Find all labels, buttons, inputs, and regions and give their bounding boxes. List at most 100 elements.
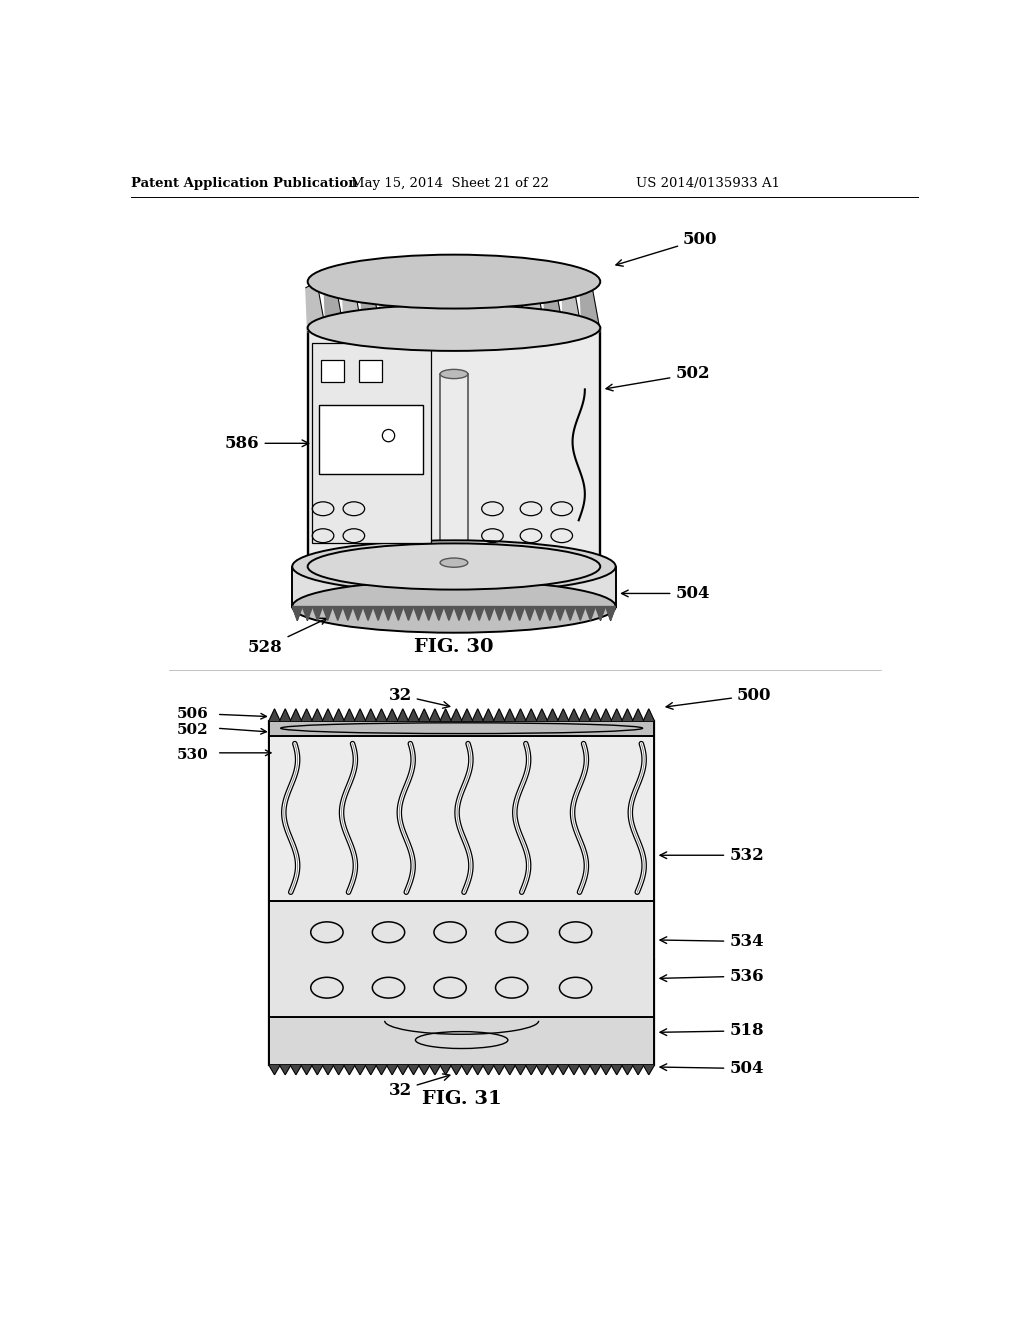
Polygon shape <box>537 709 547 721</box>
Polygon shape <box>535 607 545 620</box>
Polygon shape <box>525 281 546 331</box>
Polygon shape <box>344 1065 354 1074</box>
Text: FIG. 30: FIG. 30 <box>415 639 494 656</box>
Polygon shape <box>323 709 334 721</box>
Polygon shape <box>451 1065 462 1074</box>
Polygon shape <box>306 281 326 331</box>
Polygon shape <box>393 607 403 620</box>
Polygon shape <box>472 1065 483 1074</box>
Polygon shape <box>507 281 527 331</box>
Polygon shape <box>484 607 495 620</box>
Polygon shape <box>515 607 524 620</box>
Polygon shape <box>575 607 586 620</box>
Polygon shape <box>325 281 344 331</box>
Polygon shape <box>409 1065 419 1074</box>
Polygon shape <box>354 1065 366 1074</box>
Polygon shape <box>611 709 622 721</box>
Bar <box>292 566 615 607</box>
Polygon shape <box>515 1065 526 1074</box>
Polygon shape <box>366 709 376 721</box>
Polygon shape <box>373 607 383 620</box>
Polygon shape <box>622 709 633 721</box>
Polygon shape <box>483 1065 494 1074</box>
Polygon shape <box>464 607 474 620</box>
Polygon shape <box>524 607 535 620</box>
Polygon shape <box>353 607 362 620</box>
Polygon shape <box>301 709 312 721</box>
Polygon shape <box>547 1065 558 1074</box>
Text: 502: 502 <box>177 723 209 737</box>
Polygon shape <box>269 1065 280 1074</box>
Polygon shape <box>292 607 302 620</box>
Text: FIG. 31: FIG. 31 <box>422 1090 502 1109</box>
Polygon shape <box>586 607 595 620</box>
Polygon shape <box>416 281 435 331</box>
Polygon shape <box>280 1065 291 1074</box>
Bar <box>319 405 423 474</box>
Polygon shape <box>334 709 344 721</box>
Text: 500: 500 <box>667 686 771 709</box>
Ellipse shape <box>307 544 600 590</box>
Polygon shape <box>545 607 555 620</box>
Polygon shape <box>301 1065 312 1074</box>
Text: 504: 504 <box>622 585 710 602</box>
Polygon shape <box>555 607 565 620</box>
Polygon shape <box>291 1065 301 1074</box>
Polygon shape <box>494 709 505 721</box>
Polygon shape <box>611 1065 622 1074</box>
Polygon shape <box>362 607 373 620</box>
Polygon shape <box>383 607 393 620</box>
Text: 506: 506 <box>177 708 209 721</box>
Polygon shape <box>397 281 418 331</box>
Text: 500: 500 <box>616 231 718 267</box>
Polygon shape <box>453 281 472 331</box>
Polygon shape <box>419 709 430 721</box>
Polygon shape <box>643 1065 654 1074</box>
Polygon shape <box>605 607 615 620</box>
Text: 502: 502 <box>606 366 710 391</box>
Polygon shape <box>334 1065 344 1074</box>
Polygon shape <box>505 1065 515 1074</box>
Polygon shape <box>537 1065 547 1074</box>
Bar <box>269 1016 654 1065</box>
Polygon shape <box>590 1065 601 1074</box>
Polygon shape <box>434 607 443 620</box>
Text: 32: 32 <box>388 1074 450 1098</box>
Text: 532: 532 <box>660 846 764 863</box>
Text: 518: 518 <box>660 1022 764 1039</box>
Polygon shape <box>568 709 580 721</box>
Polygon shape <box>409 709 419 721</box>
Polygon shape <box>494 1065 505 1074</box>
Polygon shape <box>323 1065 334 1074</box>
Polygon shape <box>376 709 387 721</box>
Polygon shape <box>633 1065 643 1074</box>
Polygon shape <box>580 1065 590 1074</box>
Polygon shape <box>366 1065 376 1074</box>
Polygon shape <box>333 607 343 620</box>
Polygon shape <box>470 281 490 331</box>
Polygon shape <box>562 281 582 331</box>
Polygon shape <box>302 607 312 620</box>
Polygon shape <box>505 709 515 721</box>
Ellipse shape <box>292 581 615 632</box>
Polygon shape <box>312 709 323 721</box>
Polygon shape <box>565 607 575 620</box>
Text: 528: 528 <box>248 618 327 656</box>
Polygon shape <box>544 281 563 331</box>
Text: May 15, 2014  Sheet 21 of 22: May 15, 2014 Sheet 21 of 22 <box>351 177 549 190</box>
Polygon shape <box>344 709 354 721</box>
Polygon shape <box>622 1065 633 1074</box>
Polygon shape <box>601 709 611 721</box>
Polygon shape <box>376 1065 387 1074</box>
Polygon shape <box>312 607 323 620</box>
Text: 536: 536 <box>660 968 764 985</box>
Text: US 2014/0135933 A1: US 2014/0135933 A1 <box>636 177 780 190</box>
Bar <box>307 327 600 566</box>
Polygon shape <box>472 709 483 721</box>
Polygon shape <box>379 281 399 331</box>
Polygon shape <box>601 1065 611 1074</box>
Bar <box>321 360 344 381</box>
Polygon shape <box>488 281 509 331</box>
Polygon shape <box>643 709 654 721</box>
Polygon shape <box>590 709 601 721</box>
